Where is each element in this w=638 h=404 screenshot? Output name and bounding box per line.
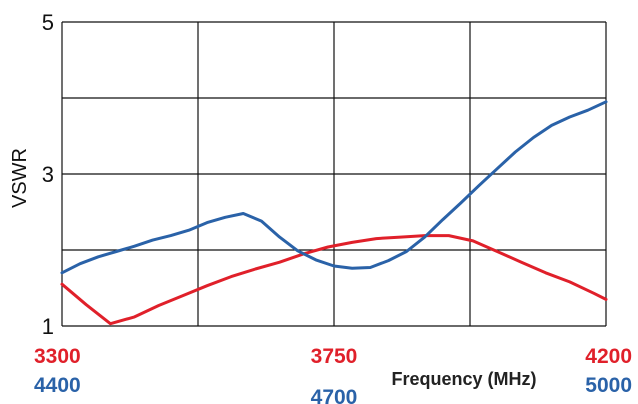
x-tick-labels: 3300 3750 4200 4400 4700 5000: [34, 345, 632, 404]
y-axis-label: VSWR: [9, 148, 31, 208]
y-tick-labels: 1 3 5: [42, 10, 54, 339]
y-tick-label: 1: [42, 314, 54, 339]
x-tick-label: 3300: [34, 345, 81, 368]
grid: [61, 21, 607, 327]
x-tick-label: 4200: [585, 345, 632, 368]
x-tick-label: 4400: [34, 374, 81, 397]
y-tick-label: 3: [42, 162, 54, 187]
x-axis-label: Frequency (MHz): [391, 369, 536, 389]
series-line: [60, 100, 608, 275]
x-tick-label: 5000: [585, 374, 632, 397]
y-tick-label: 5: [42, 10, 54, 35]
series-line: [60, 234, 608, 326]
x-tick-label: 3750: [311, 345, 358, 368]
series-lines: [60, 100, 608, 326]
x-tick-label: 4700: [311, 386, 358, 404]
